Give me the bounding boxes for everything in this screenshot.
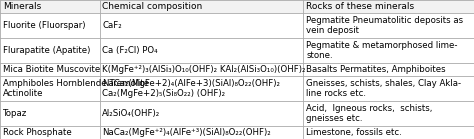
Text: Actinolite: Actinolite <box>3 89 43 98</box>
Bar <box>0 0 474 13</box>
Text: line rocks etc.: line rocks etc. <box>306 89 366 98</box>
Text: vein deposit: vein deposit <box>306 26 359 35</box>
Text: Pegmatite Pneumatolitic deposits as: Pegmatite Pneumatolitic deposits as <box>306 16 463 25</box>
Text: Ca₂(MgFe+2)₅(Si₈O₂₂) (OHF)₂: Ca₂(MgFe+2)₅(Si₈O₂₂) (OHF)₂ <box>102 89 226 98</box>
Text: Mica Biotite Muscovite: Mica Biotite Muscovite <box>3 65 100 74</box>
Text: Acid,  Igneous rocks,  schists,: Acid, Igneous rocks, schists, <box>306 104 433 113</box>
Text: Amphiboles Hornblende Tremolite: Amphiboles Hornblende Tremolite <box>3 79 149 88</box>
Text: stone.: stone. <box>306 51 333 60</box>
Text: Limestone, fossils etc.: Limestone, fossils etc. <box>306 128 402 137</box>
Text: Pegmatite & metamorphosed lime-: Pegmatite & metamorphosed lime- <box>306 41 458 50</box>
Text: gneisses etc.: gneisses etc. <box>306 114 363 123</box>
Text: Chemical composition: Chemical composition <box>102 2 202 11</box>
Text: Minerals: Minerals <box>3 2 41 11</box>
Text: Ca (F₂Cl) PO₄: Ca (F₂Cl) PO₄ <box>102 46 158 55</box>
Text: Basalts Permatites, Amphiboites: Basalts Permatites, Amphiboites <box>306 65 446 74</box>
Text: Fluorite (Fluorspar): Fluorite (Fluorspar) <box>3 21 85 30</box>
Text: K(MgFe⁺²)₃(AlSi₃)O₁₀(OHF)₂ KAl₂(AlSi₃O₁₀)(OHF)₂: K(MgFe⁺²)₃(AlSi₃)O₁₀(OHF)₂ KAl₂(AlSi₃O₁₀… <box>102 65 306 74</box>
Text: NaCa₂(MgFe⁺²)₄(AlFe⁺³)(SiAl)₈O₂₂(OHF)₂: NaCa₂(MgFe⁺²)₄(AlFe⁺³)(SiAl)₈O₂₂(OHF)₂ <box>102 128 271 137</box>
Text: CaF₂: CaF₂ <box>102 21 122 30</box>
Text: Topaz: Topaz <box>3 109 27 118</box>
Text: Flurapatite (Apatite): Flurapatite (Apatite) <box>3 46 90 55</box>
Text: NaCa₂(MgFe+2)₄(AlFe+3)(SiAl)₈O₂₂(OHF)₂: NaCa₂(MgFe+2)₄(AlFe+3)(SiAl)₈O₂₂(OHF)₂ <box>102 79 281 88</box>
Text: Rock Phosphate: Rock Phosphate <box>3 128 72 137</box>
Text: Gneisses, schists, shales, Clay Akla-: Gneisses, schists, shales, Clay Akla- <box>306 79 461 88</box>
Text: Al₂SiO₄(OHF)₂: Al₂SiO₄(OHF)₂ <box>102 109 161 118</box>
Text: Rocks of these minerals: Rocks of these minerals <box>306 2 414 11</box>
